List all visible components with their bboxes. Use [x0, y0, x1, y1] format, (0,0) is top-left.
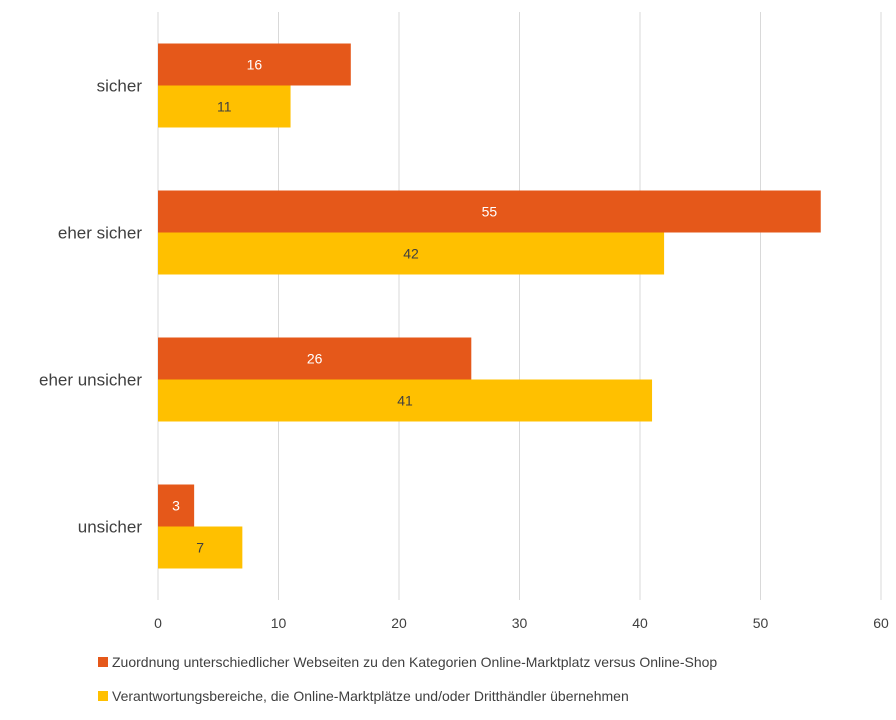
bar-series-2: [158, 85, 291, 128]
legend-label-series-2: Verantwortungsbereiche, die Online-Markt…: [112, 688, 629, 704]
bar-series-1: [158, 190, 821, 233]
legend-swatch-series-2: [98, 691, 108, 701]
x-tick-label: 50: [753, 615, 769, 631]
data-labels: 16 11 55 42 26 41 3 7: [172, 57, 497, 556]
data-label-series-2: 41: [397, 393, 413, 409]
data-label-series-2: 11: [217, 99, 232, 115]
category-label: unsicher: [78, 518, 143, 537]
data-label-series-1: 3: [172, 498, 180, 514]
category-label: eher sicher: [58, 224, 142, 243]
x-tick-label: 20: [391, 615, 407, 631]
bar-chart: 16 11 55 42 26 41 3 7 sicher eher sicher eher uns…: [39, 12, 889, 631]
legend: Zuordnung unterschiedlicher Webseiten zu…: [98, 652, 888, 720]
bar-series-1: [158, 484, 195, 527]
data-label-series-1: 26: [307, 351, 323, 367]
data-label-series-2: 42: [403, 246, 419, 262]
x-tick-label: 60: [873, 615, 889, 631]
legend-item-series-2: Verantwortungsbereiche, die Online-Markt…: [98, 686, 888, 706]
category-labels: sicher eher sicher eher unsicher unsicher: [39, 77, 142, 537]
data-label-series-1: 16: [247, 57, 263, 73]
x-tick-label: 10: [271, 615, 287, 631]
bar-series-2: [158, 379, 653, 422]
data-label-series-2: 7: [196, 540, 204, 556]
bar-series-2: [158, 526, 243, 569]
legend-swatch-series-1: [98, 657, 108, 667]
category-label: eher unsicher: [39, 371, 142, 390]
legend-item-series-1: Zuordnung unterschiedlicher Webseiten zu…: [98, 652, 888, 672]
bars: [158, 43, 821, 569]
legend-label-series-1: Zuordnung unterschiedlicher Webseiten zu…: [112, 654, 718, 670]
data-label-series-1: 55: [482, 204, 498, 220]
bar-series-2: [158, 232, 665, 275]
x-tick-label: 40: [632, 615, 648, 631]
x-tick-label: 0: [154, 615, 162, 631]
x-tick-label: 30: [512, 615, 528, 631]
x-tick-labels: 0 10 20 30 40 50 60: [154, 615, 889, 631]
category-label: sicher: [97, 77, 143, 96]
bar-series-1: [158, 43, 351, 86]
bar-series-1: [158, 337, 472, 380]
